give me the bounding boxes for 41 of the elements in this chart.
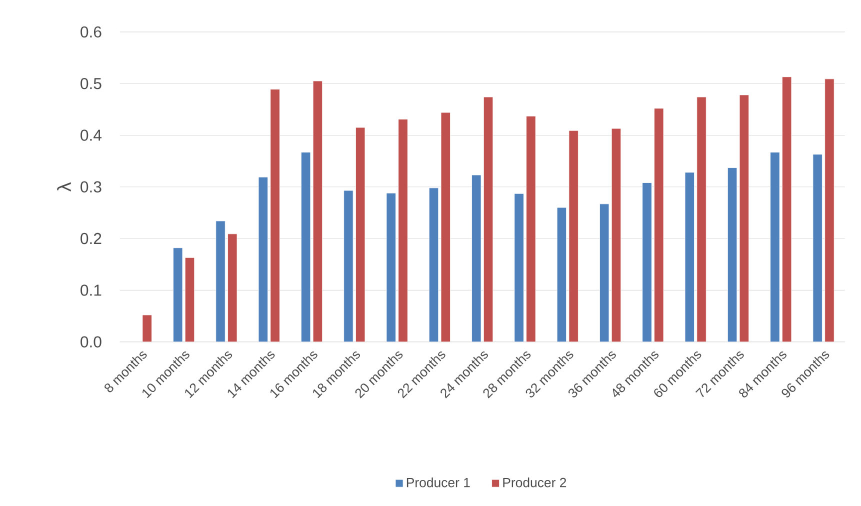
bar	[812, 154, 822, 342]
bar	[483, 97, 494, 342]
bar	[684, 172, 694, 342]
bar	[824, 78, 834, 342]
bar	[386, 193, 396, 342]
y-tick-label: 0.0	[80, 336, 102, 348]
bar	[344, 190, 354, 342]
bar	[739, 94, 749, 342]
bar	[600, 204, 610, 342]
bar	[526, 116, 536, 342]
bar	[356, 127, 366, 342]
bar	[642, 182, 652, 342]
bar	[228, 234, 238, 342]
bar	[770, 152, 780, 342]
bar	[184, 258, 195, 342]
bar	[312, 80, 323, 342]
bar	[727, 168, 738, 342]
bar	[514, 194, 524, 342]
bar	[270, 89, 280, 342]
y-tick-label: 0.6	[80, 26, 102, 38]
bar	[216, 220, 226, 342]
legend-label: Producer 2	[503, 478, 566, 488]
y-axis-title: λ	[57, 182, 71, 192]
bar	[568, 130, 578, 342]
bar	[782, 76, 792, 342]
bar	[440, 112, 450, 342]
bar	[472, 174, 482, 342]
y-tick-label: 0.3	[80, 181, 102, 193]
bar	[398, 119, 408, 342]
bar	[696, 97, 706, 342]
bar	[173, 248, 183, 342]
bar	[258, 177, 268, 342]
y-tick-label: 0.5	[80, 78, 102, 90]
legend-label: Producer 1	[406, 478, 470, 488]
bar	[611, 128, 622, 342]
bar	[654, 108, 664, 342]
bar	[428, 188, 439, 342]
y-tick-label: 0.4	[80, 130, 102, 142]
y-tick-label: 0.2	[80, 233, 102, 244]
y-tick-label: 0.1	[80, 284, 102, 296]
bar	[556, 208, 567, 342]
